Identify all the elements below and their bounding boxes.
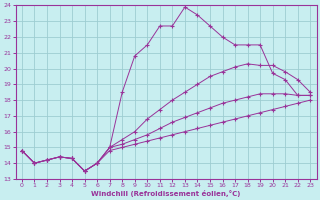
X-axis label: Windchill (Refroidissement éolien,°C): Windchill (Refroidissement éolien,°C) bbox=[92, 190, 241, 197]
